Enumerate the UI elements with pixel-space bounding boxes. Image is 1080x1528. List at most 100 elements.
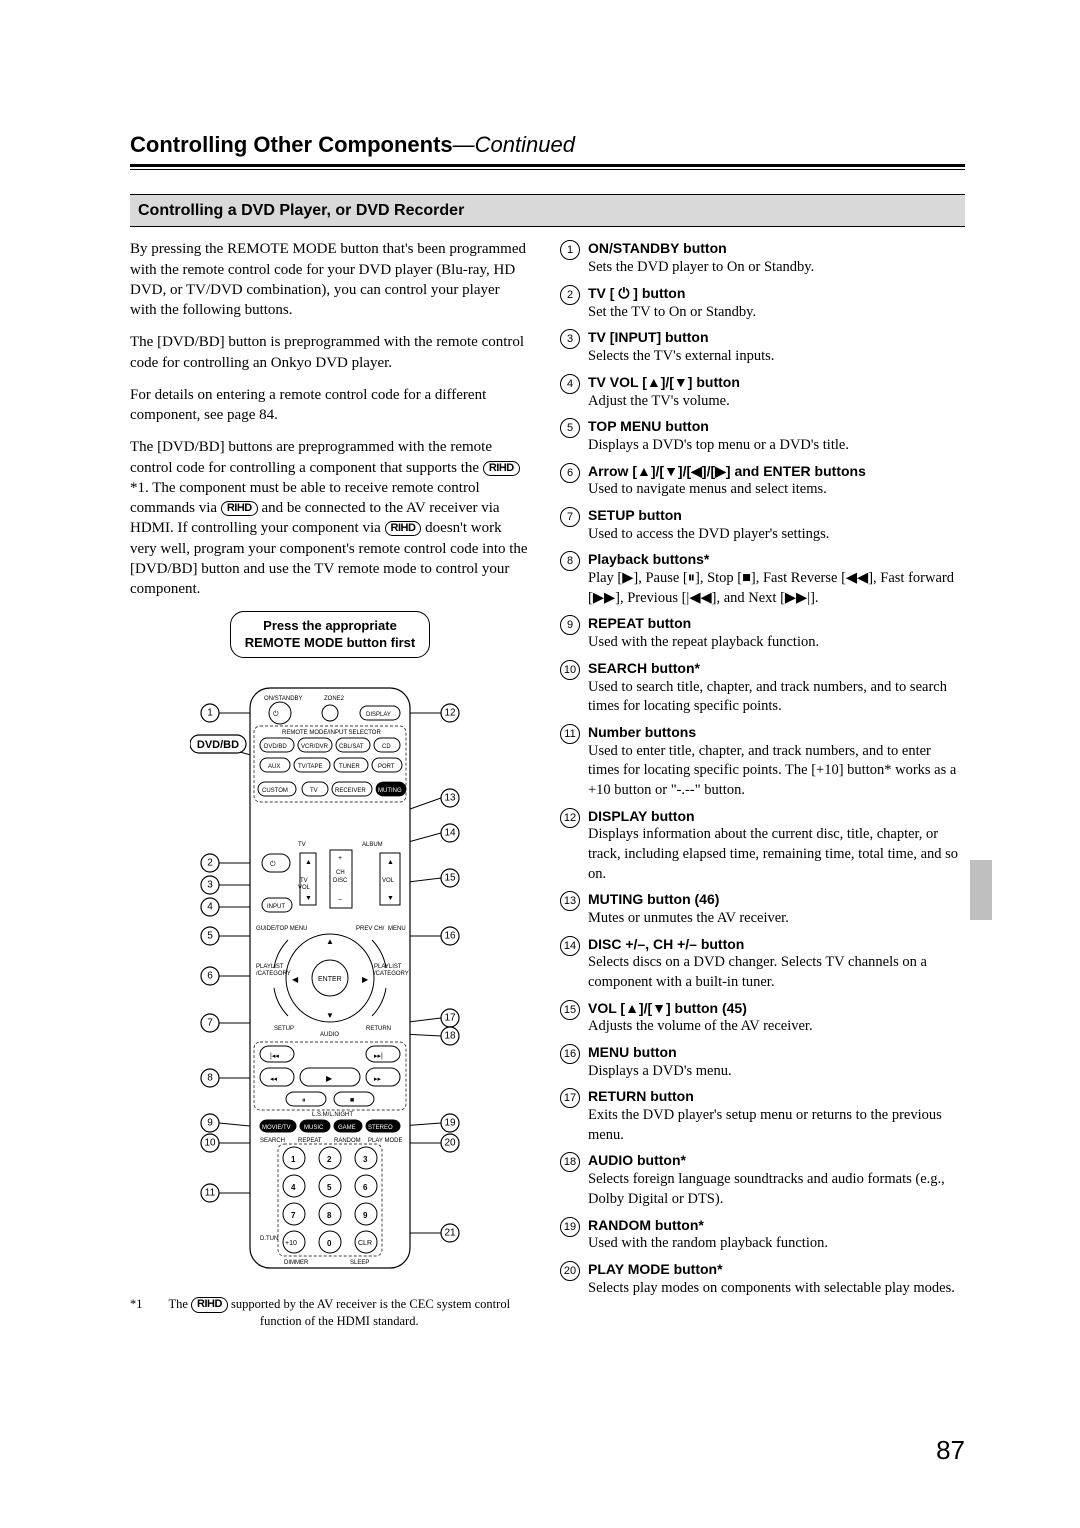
svg-text:▼: ▼ [387,895,394,902]
list-item: 13MUTING button (46)Mutes or unmutes the… [560,890,965,928]
svg-text:9: 9 [207,1117,213,1128]
svg-text:ENTER: ENTER [318,976,342,983]
list-item: 9REPEAT buttonUsed with the repeat playb… [560,614,965,652]
svg-text:DISC: DISC [333,878,348,884]
list-item: 6 Arrow [▲]/[▼]/[◀]/[▶] and ENTER buttons… [560,462,965,500]
list-item: 18 AUDIO button*Selects foreign language … [560,1151,965,1209]
svg-text:DVD/BD: DVD/BD [264,744,287,750]
list-item-desc: Play [▶], Pause [⏸], Stop [■], Fast Reve… [588,569,965,608]
list-body: Playback buttons*Play [▶], Pause [⏸], St… [588,550,965,608]
svg-text:CBL/SAT: CBL/SAT [339,744,364,750]
svg-text:▸▸|: ▸▸| [374,1053,383,1060]
svg-text:5: 5 [327,1183,332,1192]
list-body: VOL [▲]/[▼] button (45)Adjusts the volum… [588,999,965,1037]
svg-text:4: 4 [291,1183,296,1192]
list-item-desc: Exits the DVD player's setup menu or ret… [588,1106,965,1145]
svg-text:21: 21 [444,1227,456,1238]
list-item-title: TOP MENU button [588,417,965,436]
svg-text:SLEEP: SLEEP [350,1260,369,1266]
list-body: Number buttonsUsed to enter title, chapt… [588,723,965,801]
list-number-circle: 18 [560,1152,580,1172]
svg-text:17: 17 [444,1012,456,1023]
right-column: 1ON/STANDBY buttonSets the DVD player to… [560,239,965,1329]
svg-text:D.TUN: D.TUN [260,1236,278,1242]
svg-text:VCR/DVR: VCR/DVR [301,744,329,750]
svg-text:RETURN: RETURN [366,1026,391,1032]
list-body: DISPLAY buttonDisplays information about… [588,807,965,885]
svg-text:19: 19 [444,1117,456,1128]
intro-para-3: For details on entering a remote control… [130,385,530,426]
list-item-desc: Set the TV to On or Standby. [588,303,965,323]
svg-text:6: 6 [207,970,213,981]
svg-text:5: 5 [207,930,213,941]
list-item: 17RETURN buttonExits the DVD player's se… [560,1087,965,1145]
list-body: PLAY MODE button*Selects play modes on c… [588,1260,965,1298]
svg-text:CLR: CLR [358,1240,372,1247]
svg-text:/CATEGORY: /CATEGORY [374,971,409,977]
list-number-circle: 15 [560,1000,580,1020]
list-item-title: VOL [▲]/[▼] button (45) [588,999,965,1018]
list-number-circle: 4 [560,374,580,394]
svg-text:SETUP: SETUP [274,1026,294,1032]
list-item-desc: Selects foreign language soundtracks and… [588,1170,965,1209]
svg-text:VOL: VOL [298,885,311,891]
rihd-logo: RIHD [385,521,422,536]
svg-text:8: 8 [207,1072,213,1083]
footnote: *1 The RIHD supported by the AV receiver… [130,1296,530,1330]
svg-text:PLAYLIST: PLAYLIST [374,964,402,970]
list-item-desc: Used to access the DVD player's settings… [588,525,965,545]
svg-text:▲: ▲ [305,859,312,866]
list-body: AUDIO button*Selects foreign language so… [588,1151,965,1209]
svg-text:−: − [338,897,342,904]
svg-text:3: 3 [207,879,213,890]
list-body: Arrow [▲]/[▼]/[◀]/[▶] and ENTER buttonsU… [588,462,965,500]
svg-text:PLAY MODE: PLAY MODE [368,1138,402,1144]
rihd-logo: RIHD [483,461,520,476]
list-body: SETUP buttonUsed to access the DVD playe… [588,506,965,544]
list-item-title: RETURN button [588,1087,965,1106]
list-item: 5TOP MENU buttonDisplays a DVD's top men… [560,417,965,455]
svg-text:CH: CH [336,870,345,876]
svg-text:TOP MENU: TOP MENU [276,926,307,932]
svg-text:CD: CD [382,744,391,750]
svg-text:▼: ▼ [326,1011,334,1020]
list-item-title: TV [ ⏻ ] button [588,284,965,303]
svg-text:▲: ▲ [387,859,394,866]
list-body: MUTING button (46)Mutes or unmutes the A… [588,890,965,928]
list-item-desc: Displays a DVD's top menu or a DVD's tit… [588,436,965,456]
svg-text:7: 7 [207,1017,213,1028]
list-item-desc: Used to navigate menus and select items. [588,480,965,500]
svg-text:+10: +10 [285,1240,297,1247]
list-item-title: DISPLAY button [588,807,965,826]
list-item-title: RANDOM button* [588,1216,965,1235]
svg-text:⏻: ⏻ [273,710,279,718]
heading-main: Controlling Other Components [130,132,453,157]
footnote-label: *1 [130,1296,143,1330]
list-number-circle: 12 [560,808,580,828]
list-item-desc: Selects discs on a DVD changer. Selects … [588,953,965,992]
list-number-circle: 2 [560,285,580,305]
list-number-circle: 6 [560,463,580,483]
svg-text:◂◂: ◂◂ [270,1076,278,1083]
svg-text:ZONE2: ZONE2 [324,696,345,702]
list-item-title: AUDIO button* [588,1151,965,1170]
list-item: 8 Playback buttons*Play [▶], Pause [⏸], S… [560,550,965,608]
svg-text:AUX: AUX [268,764,280,770]
list-item: 11Number buttonsUsed to enter title, cha… [560,723,965,801]
svg-text:MUSIC: MUSIC [304,1125,324,1131]
two-column-layout: By pressing the REMOTE MODE button that'… [130,239,965,1329]
svg-text:REMOTE MODE/INPUT SELECTOR: REMOTE MODE/INPUT SELECTOR [282,730,381,736]
list-number-circle: 8 [560,551,580,571]
list-item-title: TV [INPUT] button [588,328,965,347]
list-item: 20PLAY MODE button*Selects play modes on… [560,1260,965,1298]
list-item: 14DISC +/–, CH +/– buttonSelects discs o… [560,935,965,993]
list-number-circle: 7 [560,507,580,527]
list-body: REPEAT buttonUsed with the repeat playba… [588,614,965,652]
svg-text:▶: ▶ [326,1074,333,1083]
list-item: 3TV [INPUT] buttonSelects the TV's exter… [560,328,965,366]
list-item-title: Playback buttons* [588,550,965,569]
svg-text:STEREO: STEREO [368,1125,393,1131]
list-number-circle: 3 [560,329,580,349]
list-number-circle: 19 [560,1217,580,1237]
remote-figure: Press the appropriate REMOTE MODE button… [130,611,530,1329]
